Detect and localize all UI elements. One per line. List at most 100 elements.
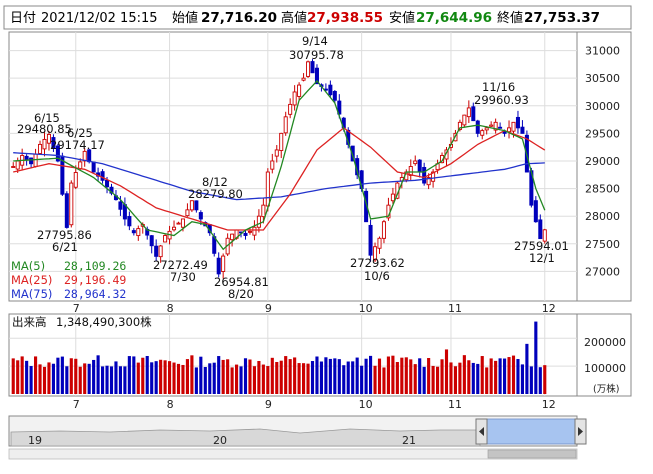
candle-body — [42, 138, 47, 150]
volume-bar — [163, 360, 167, 394]
volume-bar — [382, 367, 386, 394]
volume-bar — [212, 362, 216, 394]
volume-bar — [534, 321, 538, 394]
candle-body — [306, 61, 311, 77]
volume-bar — [136, 362, 140, 394]
volume-bar — [418, 358, 422, 394]
volume-bar — [266, 366, 270, 394]
scrollbar-thumb[interactable] — [487, 449, 577, 459]
volume-bar — [494, 360, 498, 394]
candle-body — [471, 106, 476, 122]
volume-bar — [543, 365, 547, 394]
volume-bar — [444, 349, 449, 394]
candle-body — [542, 229, 547, 242]
legend-ma25-label: MA(25) — [11, 273, 52, 287]
low-value: 27,644.96 — [416, 10, 492, 26]
candle-body — [314, 67, 319, 85]
volume-value: 1,348,490,300株 — [56, 315, 152, 329]
volume-bar — [467, 360, 471, 394]
candle-body — [55, 145, 60, 162]
volume-bar — [476, 363, 480, 394]
volume-bar — [480, 356, 484, 394]
candle-body — [221, 255, 226, 272]
price-axis-ticks: 27000 27500 28000 28500 29000 29500 30000 30500… — [585, 45, 620, 279]
candle-body — [337, 100, 342, 115]
ma-legend: MA(5) 28,109.26 MA(25) 29,196.49 MA(75) … — [11, 259, 126, 301]
annotation-jun25: 6/25 29174.17 — [50, 126, 105, 152]
volume-bars — [11, 321, 547, 394]
volume-bar — [462, 355, 466, 394]
month-tick-label: 11 — [448, 398, 462, 411]
volume-bar — [51, 363, 55, 394]
price-tick-label: 30000 — [585, 100, 620, 113]
candle-body — [118, 201, 123, 210]
volume-bar — [29, 366, 33, 394]
volume-bar — [92, 359, 96, 394]
volume-bar — [109, 366, 114, 394]
candle-body — [189, 200, 194, 211]
candle-body — [381, 221, 386, 239]
scrollbar-track[interactable] — [8, 448, 578, 460]
volume-bar — [511, 355, 516, 394]
navigator-selected-range[interactable] — [486, 418, 576, 445]
volume-bar — [38, 364, 42, 394]
annotation-aug12-line2: 28279.80 — [188, 187, 243, 201]
candle-body — [265, 171, 270, 207]
annotation-jun25-line2: 29174.17 — [50, 138, 105, 152]
volume-bar — [400, 357, 404, 394]
candle-body — [466, 107, 471, 118]
candle-body — [368, 224, 373, 256]
candle-body — [498, 126, 503, 129]
navigator-label-21: 21 — [402, 434, 416, 447]
high-label: 高値 — [281, 10, 307, 26]
volume-bar — [208, 363, 212, 394]
candle-body — [297, 84, 302, 97]
price-tick-label: 29500 — [585, 127, 620, 140]
candle-body — [457, 121, 462, 130]
volume-bar — [118, 366, 122, 394]
volume-title: 出来高 — [12, 315, 47, 329]
volume-bar — [449, 362, 453, 394]
volume-bar — [127, 356, 131, 394]
legend-ma5-label: MA(5) — [11, 259, 45, 273]
header-bar — [3, 5, 632, 30]
volume-bar — [409, 359, 413, 394]
candle-body — [163, 235, 168, 243]
volume-bar — [306, 363, 310, 394]
volume-bar — [168, 361, 172, 394]
annotation-jun15: 6/15 29480.85 — [17, 111, 72, 136]
volume-bar — [333, 358, 337, 394]
candle-body — [274, 149, 279, 157]
annotation-jun21-line2: 6/21 — [52, 240, 78, 254]
volume-bar — [436, 366, 440, 394]
annotation-dec1-line2: 12/1 — [529, 251, 555, 265]
close-value: 27,753.37 — [524, 10, 600, 26]
price-panel — [8, 31, 578, 302]
navigator-label-19: 19 — [28, 434, 42, 447]
volume-bar — [310, 361, 315, 394]
volume-bar — [427, 358, 431, 394]
candle-body — [46, 133, 51, 144]
volume-bar — [34, 356, 38, 394]
volume-bar — [520, 364, 524, 394]
arrow-left-icon — [479, 427, 484, 436]
price-tick-label: 30500 — [585, 72, 620, 85]
volume-bar — [248, 359, 252, 394]
volume-bar — [503, 358, 507, 394]
volume-bar — [413, 364, 417, 394]
month-axis-top: 7 8 9 10 11 12 — [73, 302, 556, 315]
volume-bar — [74, 358, 78, 394]
month-tick-label: 8 — [167, 398, 174, 411]
volume-bar — [25, 360, 29, 394]
volume-bar — [78, 366, 82, 394]
price-tick-label: 27500 — [585, 238, 620, 251]
annotation-aug20-line1: 26954.81 — [214, 275, 269, 289]
volume-bar — [239, 366, 243, 394]
candle-body — [29, 157, 34, 165]
annotation-dec1-line1: 27594.01 — [514, 239, 569, 253]
volume-bar — [252, 366, 256, 394]
volume-bar — [145, 355, 149, 394]
volume-bar — [351, 361, 355, 394]
volume-bar — [279, 360, 283, 394]
